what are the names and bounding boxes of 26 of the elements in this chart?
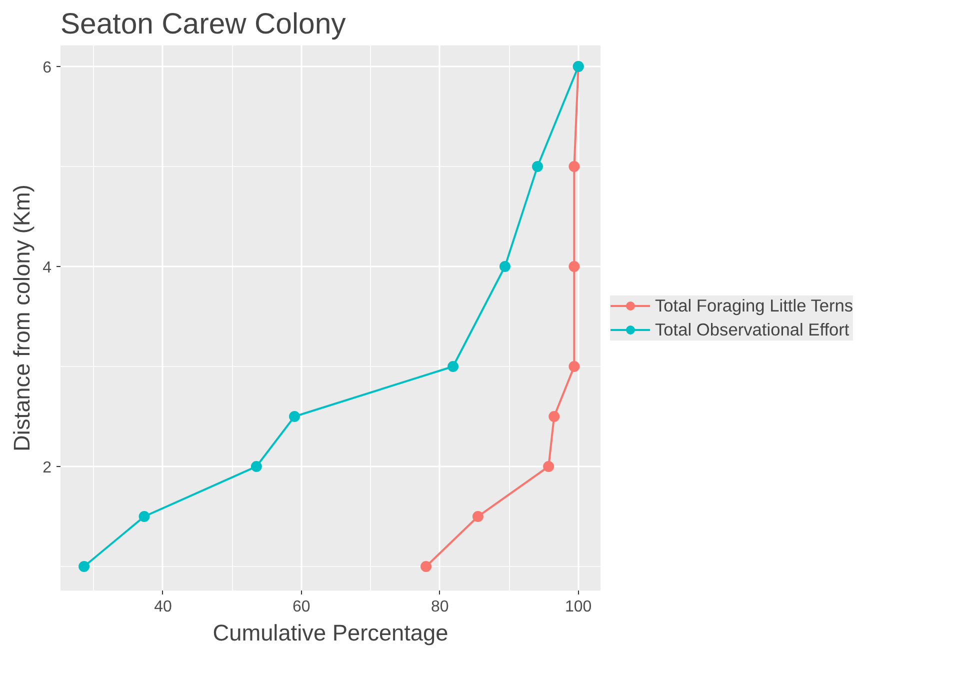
legend-label: Total Foraging Little Terns xyxy=(655,295,854,316)
x-tick-label: 100 xyxy=(565,598,592,616)
legend-label: Total Observational Effort xyxy=(655,319,850,340)
point xyxy=(138,511,150,522)
chart-title: Seaton Carew Colony xyxy=(60,8,346,40)
point xyxy=(532,161,543,172)
x-axis-title: Cumulative Percentage xyxy=(212,620,448,646)
point xyxy=(448,361,459,372)
point xyxy=(568,361,580,372)
y-axis-title: Distance from colony (Km) xyxy=(8,184,35,452)
x-tick-label: 80 xyxy=(430,598,449,616)
point xyxy=(250,461,262,472)
point xyxy=(472,511,484,522)
point xyxy=(289,411,300,422)
y-tick-label: 4 xyxy=(42,260,52,276)
x-tick-label: 60 xyxy=(292,598,310,616)
point xyxy=(568,261,580,272)
y-tick-label: 2 xyxy=(42,460,52,476)
point xyxy=(78,561,90,572)
point xyxy=(543,461,554,472)
x-tick-label: 40 xyxy=(154,598,172,616)
point xyxy=(420,561,432,572)
y-tick-label: 6 xyxy=(42,60,52,76)
point xyxy=(548,411,560,422)
point xyxy=(568,161,580,172)
point xyxy=(499,261,510,272)
